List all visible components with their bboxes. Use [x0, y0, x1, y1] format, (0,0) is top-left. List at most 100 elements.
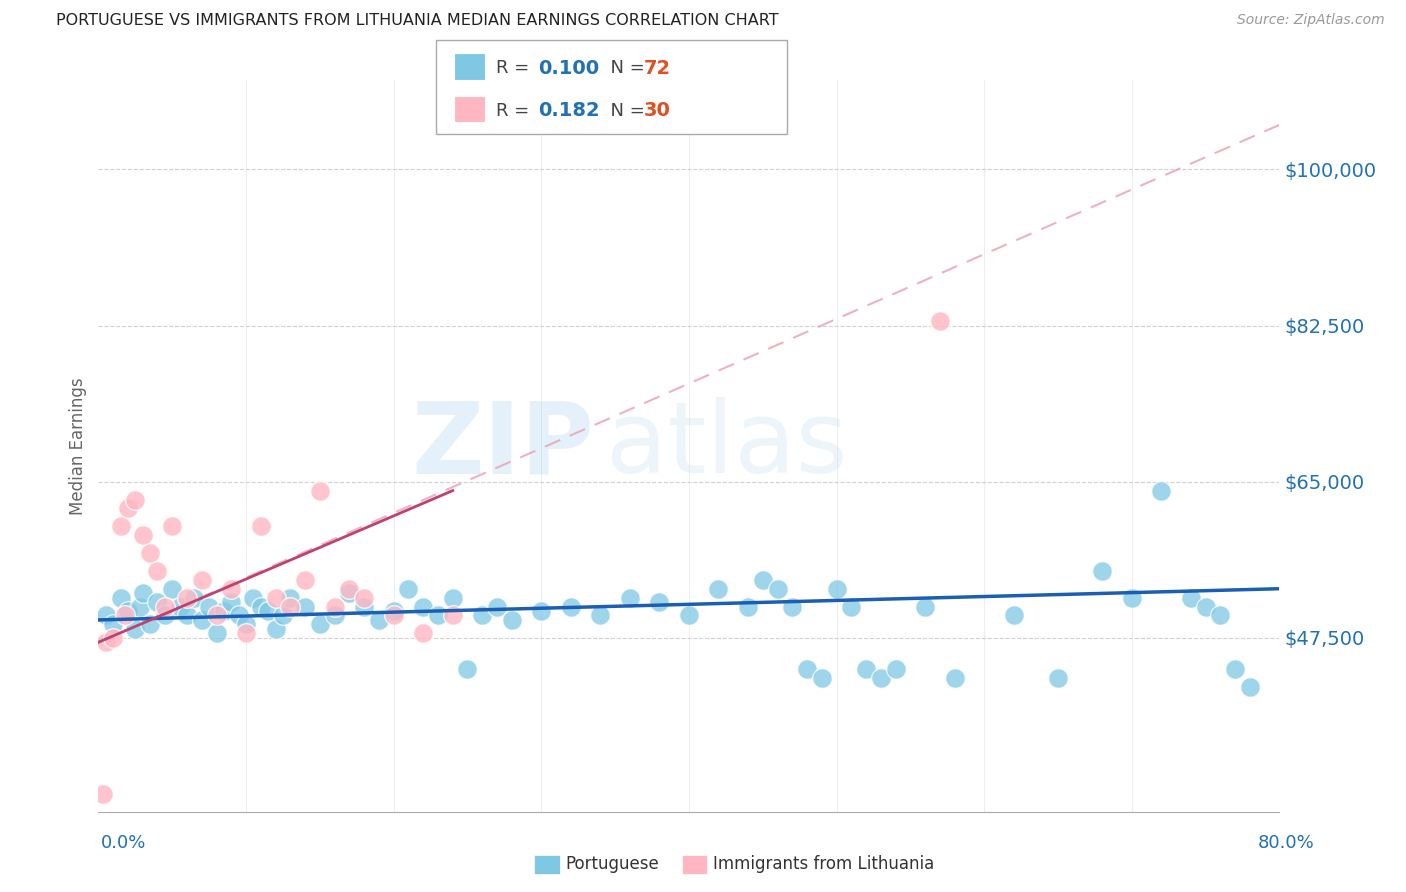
- Text: N =: N =: [599, 60, 651, 78]
- Point: [191, 613, 214, 627]
- Point: [368, 613, 391, 627]
- Point: [855, 662, 877, 676]
- Point: [153, 599, 176, 614]
- Point: [124, 492, 146, 507]
- Point: [103, 617, 125, 632]
- Point: [219, 595, 243, 609]
- Point: [501, 613, 523, 627]
- Point: [250, 519, 273, 533]
- Point: [110, 591, 132, 605]
- Point: [117, 501, 139, 516]
- Point: [914, 599, 936, 614]
- Point: [271, 608, 294, 623]
- Point: [441, 591, 464, 605]
- Text: N =: N =: [599, 102, 651, 120]
- Text: R =: R =: [496, 102, 541, 120]
- Point: [427, 608, 450, 623]
- Y-axis label: Median Earnings: Median Earnings: [69, 377, 87, 515]
- Point: [139, 617, 162, 632]
- Point: [337, 586, 360, 600]
- Point: [839, 599, 862, 614]
- Point: [1209, 608, 1232, 623]
- Point: [412, 599, 434, 614]
- Text: 0.182: 0.182: [538, 101, 600, 120]
- Point: [869, 671, 891, 685]
- Point: [648, 595, 671, 609]
- Point: [825, 582, 848, 596]
- Point: [471, 608, 494, 623]
- Point: [337, 582, 360, 596]
- Point: [323, 608, 346, 623]
- Point: [943, 671, 966, 685]
- Point: [191, 573, 214, 587]
- Point: [678, 608, 700, 623]
- Point: [766, 582, 789, 596]
- Point: [441, 608, 464, 623]
- Point: [264, 591, 287, 605]
- Point: [278, 591, 302, 605]
- Point: [396, 582, 419, 596]
- Point: [382, 604, 405, 618]
- Point: [1002, 608, 1025, 623]
- Text: ZIP: ZIP: [412, 398, 595, 494]
- Point: [737, 599, 759, 614]
- Point: [278, 599, 302, 614]
- Text: 0.100: 0.100: [538, 59, 599, 78]
- Point: [146, 595, 169, 609]
- Point: [619, 591, 641, 605]
- Point: [250, 599, 273, 614]
- Text: 80.0%: 80.0%: [1258, 834, 1315, 852]
- Point: [884, 662, 907, 676]
- Point: [810, 671, 832, 685]
- Point: [928, 314, 950, 328]
- Point: [264, 622, 287, 636]
- Point: [132, 586, 155, 600]
- Point: [128, 599, 150, 614]
- Point: [235, 626, 257, 640]
- Point: [103, 631, 125, 645]
- Point: [1150, 483, 1173, 498]
- Point: [486, 599, 509, 614]
- Point: [796, 662, 818, 676]
- Point: [1180, 591, 1202, 605]
- Point: [132, 528, 155, 542]
- Point: [205, 626, 228, 640]
- Text: R =: R =: [496, 60, 541, 78]
- Point: [530, 604, 553, 618]
- Point: [589, 608, 612, 623]
- Point: [94, 635, 117, 649]
- Point: [117, 604, 139, 618]
- Point: [560, 599, 582, 614]
- Point: [294, 599, 316, 614]
- Text: 72: 72: [644, 59, 671, 78]
- Point: [110, 519, 132, 533]
- Point: [353, 599, 375, 614]
- Point: [205, 608, 228, 623]
- Text: atlas: atlas: [606, 398, 848, 494]
- Text: Immigrants from Lithuania: Immigrants from Lithuania: [713, 855, 934, 873]
- Point: [294, 573, 316, 587]
- Point: [382, 608, 405, 623]
- Point: [146, 564, 169, 578]
- Point: [91, 787, 114, 801]
- Point: [412, 626, 434, 640]
- Point: [198, 599, 221, 614]
- Point: [751, 573, 773, 587]
- Point: [309, 617, 332, 632]
- Point: [1223, 662, 1246, 676]
- Point: [782, 599, 804, 614]
- Point: [309, 483, 332, 498]
- Text: 0.0%: 0.0%: [101, 834, 146, 852]
- Point: [124, 622, 146, 636]
- Point: [353, 591, 375, 605]
- Point: [228, 608, 250, 623]
- Point: [162, 519, 183, 533]
- Point: [1091, 564, 1114, 578]
- Point: [235, 617, 257, 632]
- Point: [1195, 599, 1218, 614]
- Point: [1121, 591, 1143, 605]
- Point: [162, 582, 183, 596]
- Point: [257, 604, 280, 618]
- Point: [707, 582, 730, 596]
- Point: [183, 591, 205, 605]
